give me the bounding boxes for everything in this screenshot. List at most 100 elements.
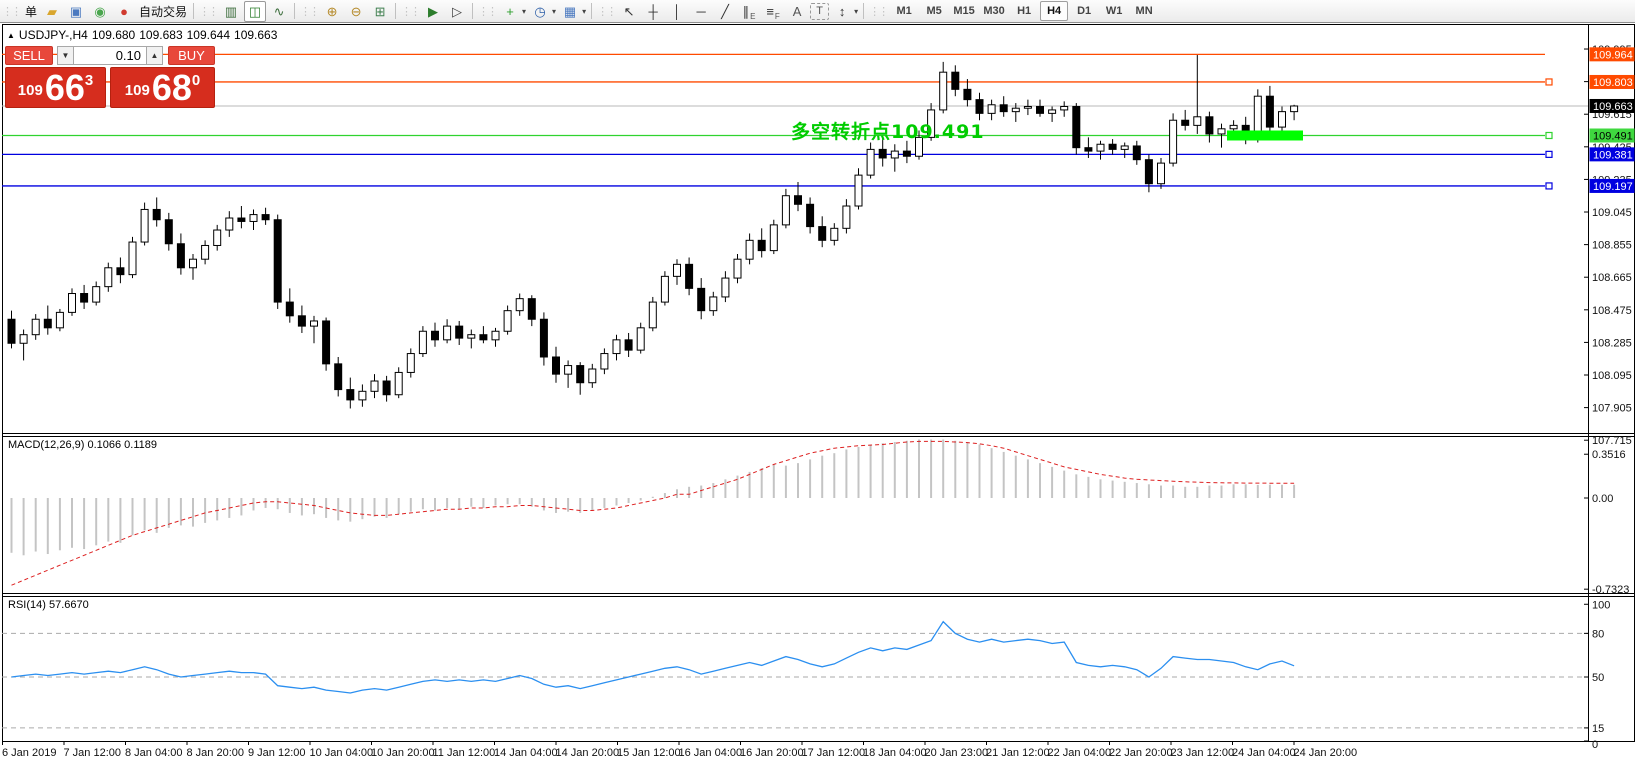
add-indicator-icon[interactable]: + [506,3,514,19]
auto-scroll-icon[interactable]: ▶ [428,3,439,19]
timeframe-h1-button[interactable]: H1 [1017,5,1032,17]
chart-frame [2,24,1635,742]
support-highlight-rectangle[interactable] [1227,130,1303,141]
zoom-out-icon[interactable]: ⊖ [350,3,362,19]
rsi-indicator-label: RSI(14) 57.6670 [8,599,89,611]
svg-text:100: 100 [1592,599,1610,611]
timeframe-m15-button[interactable]: M15 [953,5,975,17]
time-axis[interactable]: 6 Jan 2019 7 Jan 12:00 8 Jan 04:00 8 Jan 20… [2,741,1357,759]
fibonacci-icon[interactable]: ≡ F [766,3,780,21]
timeframe-h4-button[interactable]: H4 [1040,1,1069,21]
timeframe-w1-button[interactable]: W1 [1105,5,1123,17]
trendline-icon[interactable]: ╱ [721,3,729,19]
buy-price-button[interactable]: 109 68 0 [110,67,215,108]
svg-text:10 Jan 04:00: 10 Jan 04:00 [310,747,374,759]
timeframe-mn-button[interactable]: MN [1135,5,1153,17]
arrows-icon[interactable]: ↕ [838,3,846,19]
cursor-icon[interactable]: ↖ [623,3,635,19]
rsi-line [11,620,1295,694]
autotrade-icon[interactable]: ● [120,3,128,19]
buy-price-prefix: 109 [124,82,150,99]
macd-axis-ticks: 0.3516 0.00 -0.7323 [1584,449,1629,596]
svg-text:-0.7323: -0.7323 [1592,584,1629,596]
timeframe-m1-button[interactable]: M1 [896,5,912,17]
new-order-button[interactable]: 单 [25,4,38,19]
pivot-annotation-text[interactable]: 多空转折点109.491 [791,121,985,143]
equidistant-channel-icon[interactable]: ∥ E [742,3,756,21]
main-toolbar: ⋮⋮ 单 ▰ ▣ ◉ ● 自动交易 ⋮⋮ ▥ ◫ ∿ ⋮⋮ ⊕ ⊖ ⊞ ⋮⋮ ▶ ▷ ⋮⋮ + ▾ ◷ ▾ ▦ ▾ ⋮⋮ ↖ ┼ │ ─ ╱… [0,0,1635,23]
svg-text:108.475: 108.475 [1592,305,1632,317]
text-icon[interactable]: A [792,3,802,19]
svg-text:50: 50 [1592,672,1604,684]
svg-text:14 Jan 04:00: 14 Jan 04:00 [494,747,558,759]
volume-input[interactable]: 0.10 [74,46,146,65]
crosshair-icon[interactable]: ┼ [648,3,658,19]
toolbar-separator [395,3,397,19]
svg-text:11 Jan 12:00: 11 Jan 12:00 [433,747,496,759]
svg-text:108.855: 108.855 [1592,240,1632,252]
svg-text:15 Jan 12:00: 15 Jan 12:00 [617,747,681,759]
horizontal-level-lines[interactable] [2,53,1553,190]
templates-icon[interactable]: ▦ [563,3,577,19]
price-line-labels: 109.964 109.803 109.491 109.381 109.197 109.6… [1589,47,1635,193]
autotrade-label[interactable]: 自动交易 [139,4,188,19]
volume-increase-button[interactable]: ▲ [146,46,163,65]
text-label-icon[interactable]: T [810,2,830,20]
client-terminal-icon[interactable]: ▣ [69,3,83,19]
buy-price-pip: 0 [191,72,201,89]
sell-price-button[interactable]: 109 66 3 [5,67,106,108]
periods-dropdown-icon[interactable]: ▾ [552,6,557,16]
vertical-line-icon[interactable]: │ [673,3,682,19]
svg-text:20 Jan 23:00: 20 Jan 23:00 [925,747,989,759]
timeframe-m5-button[interactable]: M5 [926,5,942,17]
svg-text:109.491: 109.491 [1593,130,1633,142]
templates-dropdown-icon[interactable]: ▾ [582,6,587,16]
toolbar-drag-handle[interactable]: ⋮⋮ [300,5,320,18]
toolbar-drag-handle[interactable]: ⋮⋮ [869,5,889,18]
timeframe-m30-button[interactable]: M30 [983,5,1005,17]
svg-text:0: 0 [1592,739,1598,751]
sell-button[interactable]: SELL [5,46,53,65]
svg-text:107.715: 107.715 [1592,435,1632,447]
svg-text:109.045: 109.045 [1592,207,1632,219]
toolbar-drag-handle[interactable]: ⋮⋮ [478,5,498,18]
arrows-dropdown-icon[interactable]: ▾ [854,6,859,16]
toolbar-drag-handle[interactable]: ⋮⋮ [2,5,22,18]
sell-price-big: 66 [44,67,85,108]
bar-chart-icon[interactable]: ▥ [224,3,238,19]
add-indicator-dropdown-icon[interactable]: ▾ [522,6,527,16]
candlestick-series [7,55,1299,409]
collapse-triangle-icon[interactable]: ▲ [7,31,15,40]
volume-decrease-button[interactable]: ▼ [57,46,74,65]
signal-icon[interactable]: ◉ [94,3,106,19]
toolbar-drag-handle[interactable]: ⋮⋮ [199,5,219,18]
toolbar-drag-handle[interactable]: ⋮⋮ [597,5,617,18]
svg-text:7 Jan 12:00: 7 Jan 12:00 [64,747,122,759]
sell-price-pip: 3 [84,72,94,89]
svg-text:14 Jan 20:00: 14 Jan 20:00 [556,747,620,759]
svg-text:16 Jan 20:00: 16 Jan 20:00 [740,747,804,759]
periods-icon[interactable]: ◷ [534,3,546,19]
toolbar-drag-handle[interactable]: ⋮⋮ [401,5,421,18]
candlestick-chart-icon[interactable]: ◫ [244,0,267,22]
chart-shift-icon[interactable]: ▷ [452,3,463,19]
buy-button[interactable]: BUY [168,46,215,65]
timeframe-d1-button[interactable]: D1 [1077,5,1092,17]
svg-text:9 Jan 12:00: 9 Jan 12:00 [248,747,306,759]
svg-text:8 Jan 20:00: 8 Jan 20:00 [187,747,245,759]
svg-text:24 Jan 20:00: 24 Jan 20:00 [1294,747,1358,759]
chart-title-line: ▲ USDJPY-,H4 109.680 109.683 109.644 109.663 [7,28,281,42]
zoom-in-icon[interactable]: ⊕ [326,3,338,19]
fibonacci-sub-letter: F [774,11,780,21]
line-chart-icon[interactable]: ∿ [273,3,285,19]
buy-price-big: 68 [151,67,192,108]
macd-indicator-label: MACD(12,26,9) 0.1066 0.1189 [8,439,157,451]
horizontal-line-icon[interactable]: ─ [696,3,706,19]
svg-text:23 Jan 12:00: 23 Jan 12:00 [1171,747,1235,759]
svg-text:108.095: 108.095 [1592,370,1632,382]
gold-bar-icon[interactable]: ▰ [47,3,58,19]
svg-text:108.665: 108.665 [1592,272,1632,284]
tile-windows-icon[interactable]: ⊞ [374,3,386,19]
